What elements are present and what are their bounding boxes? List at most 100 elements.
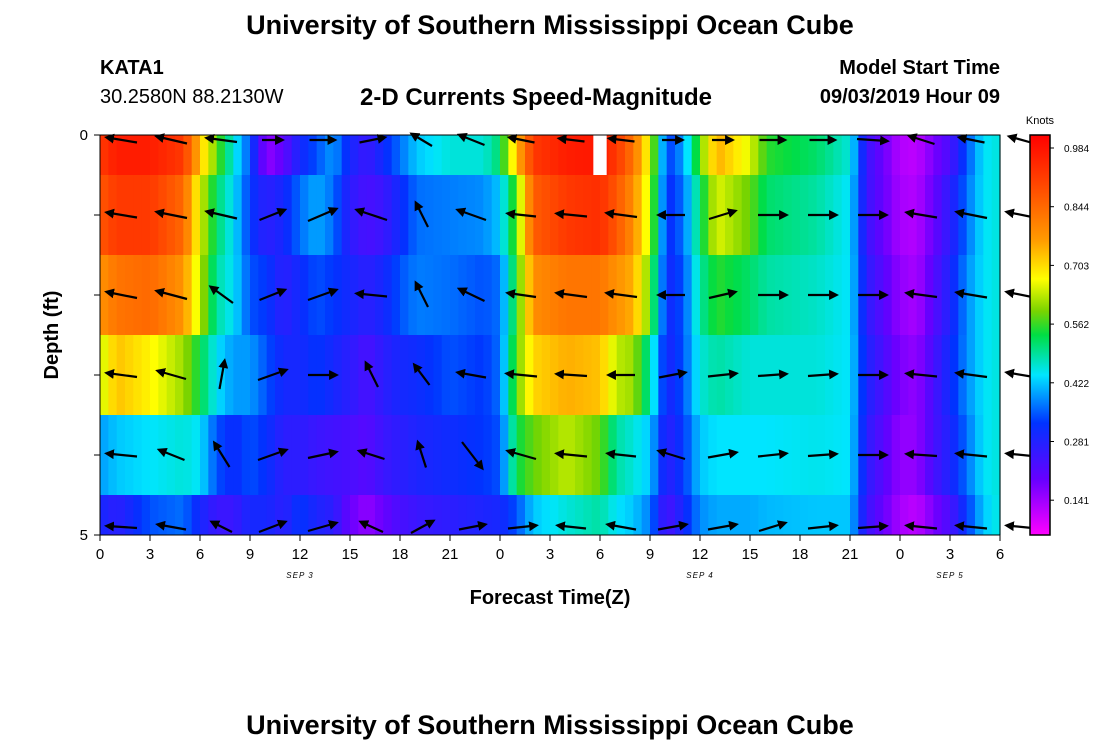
heatmap-cell — [100, 495, 109, 535]
heatmap-cell — [141, 255, 151, 335]
heatmap-cell — [150, 175, 159, 255]
heatmap-cell — [191, 335, 201, 415]
heatmap-cell — [375, 335, 384, 415]
heatmap-cell — [391, 335, 401, 415]
heatmap-cell — [241, 415, 251, 495]
heatmap-cell — [500, 255, 509, 335]
heatmap-cell — [808, 495, 818, 535]
heatmap-cell — [258, 335, 268, 415]
heatmap-cell — [175, 135, 184, 175]
heatmap-cell — [275, 255, 284, 335]
current-vector-arrow — [956, 134, 985, 144]
heatmap-cell — [241, 135, 251, 175]
current-vector-arrow — [954, 369, 988, 379]
heatmap-cell — [291, 135, 301, 175]
heatmap-cell — [250, 135, 259, 175]
heatmap-cell — [850, 255, 859, 335]
heatmap-cell — [100, 135, 109, 175]
heatmap-cell — [558, 495, 568, 535]
x-tick-label: 0 — [896, 546, 904, 563]
heatmap-cell — [233, 255, 243, 335]
heatmap-cell — [916, 495, 926, 535]
x-date-label: SEP 4 — [686, 571, 713, 580]
heatmap-cell — [500, 175, 509, 255]
heatmap-cell — [475, 495, 484, 535]
heatmap-cell — [491, 335, 501, 415]
heatmap-cell — [450, 175, 459, 255]
heatmap-cell — [391, 495, 401, 535]
heatmap-cell — [200, 175, 209, 255]
current-vector-arrow — [656, 448, 686, 461]
current-vector-arrow — [506, 134, 535, 144]
main-title: University of Southern Mississippi Ocean… — [246, 10, 854, 40]
heatmap-cell — [116, 135, 126, 175]
heatmap-cell — [183, 335, 193, 415]
heatmap-cell — [733, 175, 743, 255]
heatmap-cell — [158, 495, 168, 535]
heatmap-cell — [716, 495, 726, 535]
heatmap-cell — [491, 175, 501, 255]
heatmap-cell — [333, 495, 343, 535]
heatmap-cell — [933, 175, 943, 255]
heatmap-cell — [350, 335, 359, 415]
heatmap-cell — [491, 135, 501, 175]
heatmap-cell — [833, 495, 843, 535]
heatmap-cell — [341, 495, 351, 535]
heatmap-cell — [950, 495, 959, 535]
heatmap-cell — [641, 175, 651, 255]
current-vector-arrow — [906, 133, 935, 146]
current-vector-arrow — [954, 288, 988, 299]
heatmap-cell — [341, 135, 351, 175]
heatmap-cell — [400, 335, 409, 415]
heatmap-cell — [441, 255, 451, 335]
heatmap-cell — [341, 175, 351, 255]
current-vector-arrow — [807, 369, 839, 380]
current-vectors — [104, 132, 1038, 534]
heatmap-cell — [958, 135, 968, 175]
heatmap-cell — [783, 135, 793, 175]
x-tick-label: 0 — [496, 546, 504, 563]
heatmap-cell — [891, 135, 901, 175]
x-tick-label: 21 — [442, 546, 459, 563]
heatmap-cell — [458, 135, 468, 175]
heatmap-cell — [158, 335, 168, 415]
heatmap-cell — [425, 335, 434, 415]
heatmap-cell — [708, 175, 718, 255]
heatmap-cell — [750, 415, 759, 495]
heatmap-cell — [550, 495, 559, 535]
current-vector-arrow — [554, 289, 588, 299]
heatmap-cell — [133, 255, 143, 335]
heatmap-cell — [691, 415, 701, 495]
heatmap-cell — [566, 135, 576, 175]
x-tick-label: 15 — [342, 546, 359, 563]
heatmap-cell — [625, 135, 634, 175]
heatmap-cell — [191, 495, 201, 535]
heatmap-cell — [291, 415, 301, 495]
x-tick-label: 6 — [196, 546, 204, 563]
heatmap-cell — [750, 255, 759, 335]
current-vector-arrow — [104, 369, 138, 379]
heatmap-cell — [941, 135, 951, 175]
heatmap-cell — [200, 415, 209, 495]
heatmap-cell — [183, 495, 193, 535]
heatmap-cell — [691, 495, 701, 535]
heatmap-cell — [233, 495, 243, 535]
heatmap-cell — [891, 495, 901, 535]
heatmap-cell — [950, 415, 959, 495]
heatmap-cell — [800, 175, 809, 255]
heatmap-cell — [691, 335, 701, 415]
heatmap-cell — [883, 495, 893, 535]
heatmap-cell — [758, 135, 768, 175]
heatmap-cell — [650, 175, 659, 255]
missing-data-cell — [593, 135, 607, 175]
heatmap-cell — [750, 335, 759, 415]
model-start-label: Model Start Time — [839, 57, 1000, 79]
heatmap-cell — [741, 135, 751, 175]
heatmap-cell — [200, 495, 209, 535]
current-vector-arrow — [209, 520, 233, 533]
heatmap-cell — [466, 495, 476, 535]
heatmap-cell — [483, 135, 493, 175]
heatmap-cell — [358, 175, 368, 255]
heatmap-cell — [591, 415, 601, 495]
current-vector-arrow — [155, 368, 187, 381]
